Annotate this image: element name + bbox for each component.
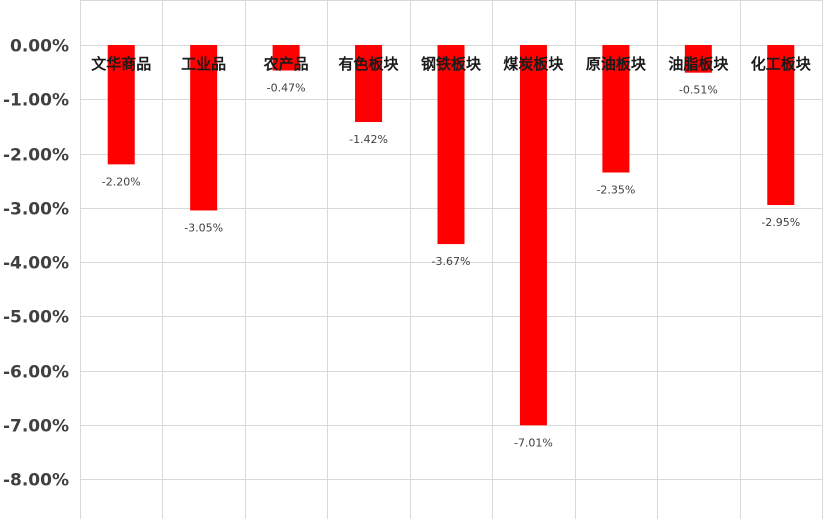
y-tick-label: -3.00% bbox=[3, 200, 69, 220]
category-label: 钢铁板块 bbox=[421, 55, 482, 73]
y-axis-tick-labels: 0.00% -1.00% -2.00% -3.00% -4.00% -5.00% -6.00… bbox=[3, 37, 69, 491]
y-tick-label: -7.00% bbox=[3, 417, 69, 437]
data-label: -2.35% bbox=[596, 183, 635, 196]
category-label: 原油板块 bbox=[586, 55, 647, 73]
data-label: -0.51% bbox=[679, 84, 718, 97]
y-tick-label: -2.00% bbox=[3, 146, 69, 166]
bar bbox=[190, 45, 218, 211]
data-labels: -2.20% -3.05% -0.47% -1.42% -3.67% -7.01% -2.3… bbox=[102, 81, 800, 449]
bar bbox=[767, 45, 795, 206]
data-label: -2.20% bbox=[102, 175, 141, 188]
bar bbox=[272, 45, 300, 71]
category-label: 农产品 bbox=[263, 55, 309, 73]
data-label: -3.05% bbox=[184, 221, 223, 234]
category-label: 有色板块 bbox=[339, 55, 400, 73]
bar bbox=[519, 45, 547, 426]
category-labels: 文华商品 工业品 农产品 有色板块 钢铁板块 煤炭板块 原油板块 油脂板块 化工板块 bbox=[91, 55, 812, 73]
data-label: -2.95% bbox=[761, 216, 800, 229]
bar bbox=[684, 45, 712, 73]
y-tick-label: -8.00% bbox=[3, 471, 69, 491]
data-label: -1.42% bbox=[349, 133, 388, 146]
bar bbox=[355, 45, 383, 123]
bars bbox=[107, 45, 795, 426]
y-tick-label: -4.00% bbox=[3, 254, 69, 274]
bar bbox=[437, 45, 465, 245]
y-tick-label: -6.00% bbox=[3, 363, 69, 383]
category-label: 文华商品 bbox=[91, 55, 151, 73]
y-tick-label: -5.00% bbox=[3, 308, 69, 328]
y-tick-label: 0.00% bbox=[10, 37, 69, 57]
data-label: -7.01% bbox=[514, 436, 553, 449]
bar bbox=[107, 45, 135, 165]
category-label: 化工板块 bbox=[751, 55, 812, 73]
category-label: 煤炭板块 bbox=[503, 55, 564, 73]
y-tick-label: -1.00% bbox=[3, 91, 69, 111]
data-label: -0.47% bbox=[267, 81, 306, 94]
data-label: -3.67% bbox=[432, 255, 471, 268]
category-label: 工业品 bbox=[181, 55, 226, 73]
category-label: 油脂板块 bbox=[668, 55, 729, 73]
bar bbox=[602, 45, 630, 173]
